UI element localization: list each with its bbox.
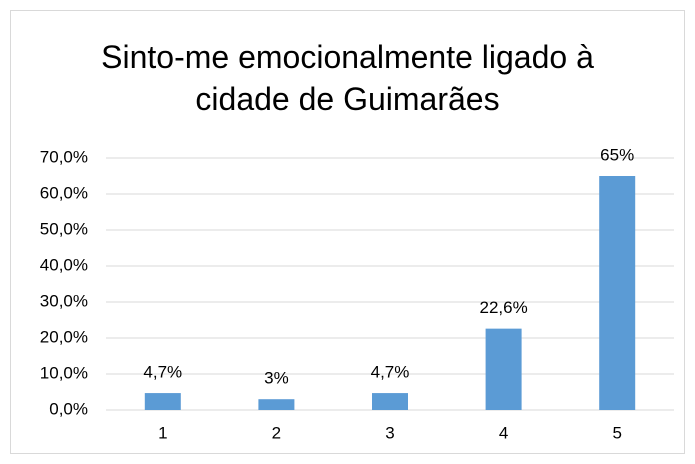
y-tick-label: 50,0% <box>40 219 88 238</box>
chart-border <box>10 10 685 454</box>
x-tick-label: 3 <box>385 423 394 442</box>
bar <box>599 176 636 410</box>
y-tick-label: 70,0% <box>40 147 88 166</box>
y-tick-label: 10,0% <box>40 363 88 382</box>
data-label: 3% <box>264 369 289 388</box>
bar <box>372 393 408 410</box>
bar <box>144 393 181 410</box>
data-label: 4,7% <box>143 363 182 382</box>
x-tick-label: 5 <box>612 423 621 442</box>
y-tick-label: 40,0% <box>40 255 88 274</box>
y-tick-label: 30,0% <box>40 291 88 310</box>
y-tick-label: 20,0% <box>40 327 88 346</box>
x-tick-label: 2 <box>272 423 281 442</box>
bar <box>258 399 295 410</box>
bar <box>485 328 522 410</box>
data-label: 65% <box>600 145 634 164</box>
data-label: 22,6% <box>479 298 527 317</box>
data-label: 4,7% <box>371 363 410 382</box>
y-tick-label: 60,0% <box>40 183 88 202</box>
y-tick-label: 0,0% <box>49 399 88 418</box>
x-tick-label: 4 <box>499 423 508 442</box>
x-tick-label: 1 <box>158 423 167 442</box>
chart-title: Sinto-me emocionalmente ligado à cidade … <box>101 39 594 117</box>
